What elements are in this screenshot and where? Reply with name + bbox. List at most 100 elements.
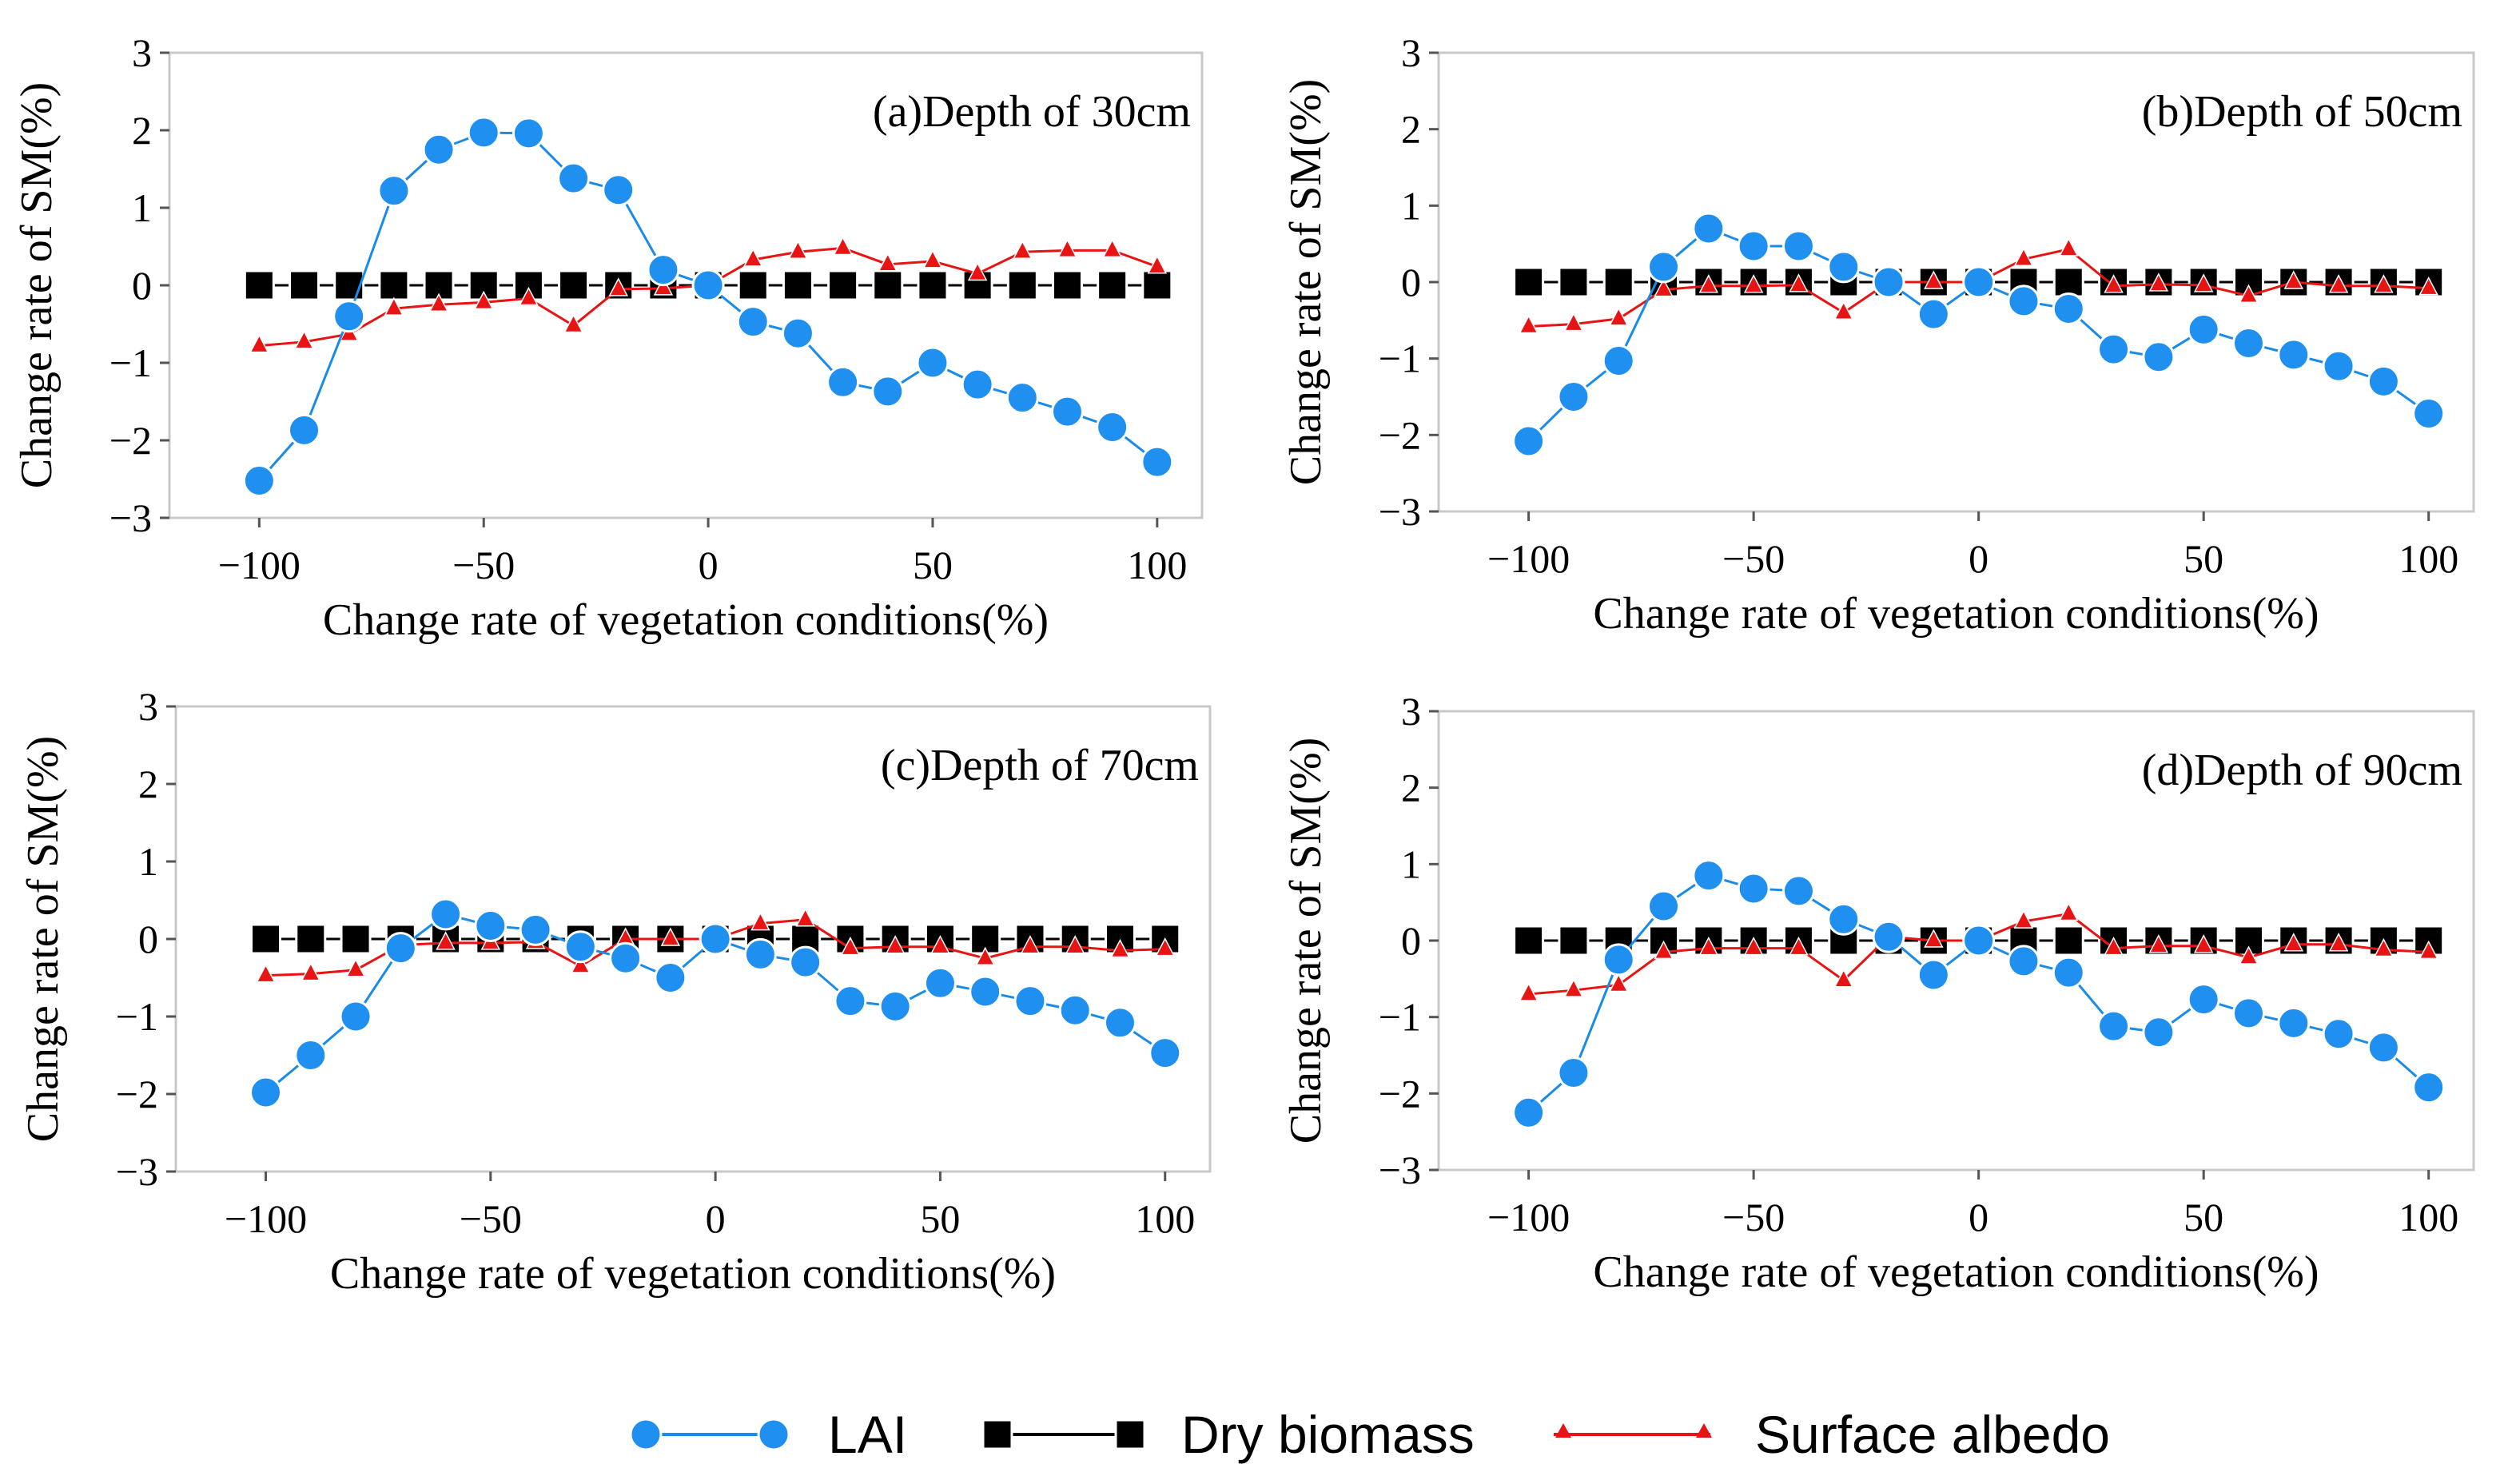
panel-b-lai-point [1647, 250, 1681, 284]
panel-a-xtick-label: 50 [913, 543, 953, 587]
panel-c-lai-point [609, 941, 643, 975]
legend-dry-biomass-marker-left [981, 1418, 1013, 1450]
panel-d-dry-biomass-point [1513, 925, 1545, 957]
panel-b-xtick-label: 100 [2398, 536, 2458, 581]
panel-b-lai-point [1781, 229, 1815, 263]
legend-lai-marker-left [629, 1418, 663, 1451]
panel-a-lai-point [332, 300, 366, 333]
panel-b-lai-point [1872, 265, 1905, 299]
panel-c-lai-point [789, 945, 822, 979]
panel-a: 3 2 1 0 −1 −2 −3 −100 −50 0 50 100 Change rate of ve… [12, 30, 1204, 645]
panel-b-dry-biomass-point [1558, 266, 1590, 298]
panel-a-dry-biomass-point [1051, 269, 1083, 301]
panel-d-surface-albedo-point [2239, 945, 2259, 965]
panel-a-lai-point [871, 375, 905, 408]
panel-a-surface-albedo-point [967, 261, 988, 281]
panel-a-surface-albedo-point [1057, 238, 1077, 258]
panel-b-surface-albedo-point [1563, 312, 1584, 332]
panel-a-lai-point [1141, 445, 1174, 479]
panel-c-ytick-label: −1 [116, 994, 158, 1039]
panel-a-lai-point [916, 346, 949, 380]
panel-d-lai-point [1781, 874, 1815, 908]
panel-a-ytick-label: −2 [109, 418, 152, 463]
panel-b-lai-point [2231, 327, 2265, 360]
panel-b-surface-albedo-point [1654, 277, 1674, 297]
panel-d-surface-albedo-point [2328, 933, 2349, 952]
panel-c-surface-albedo-point [1155, 937, 1175, 957]
panel-b-lai-point [2277, 338, 2311, 372]
panel-d-surface-albedo-point [2104, 936, 2124, 956]
panel-d-surface-albedo-point [1654, 940, 1674, 960]
panel-d-xlabel: Change rate of vegetation conditions(%) [1593, 1247, 2319, 1297]
panel-c-dry-biomass-point [969, 923, 1001, 955]
panel-c-lai-point [699, 922, 732, 956]
panel-d-lai-point [2412, 1071, 2446, 1104]
panel-a-dry-biomass-point [289, 269, 320, 301]
panel-a-dry-biomass-point [827, 269, 859, 301]
panel-c-lai-point [429, 897, 463, 931]
panel-b-surface-albedo-point [1608, 307, 1629, 326]
panel-a-surface-albedo-point [294, 330, 314, 349]
panel-c-surface-albedo-point [840, 937, 861, 956]
panel-a-surface-albedo-point [384, 296, 404, 316]
panel-d-lai-point [1647, 889, 1681, 923]
panel-b-xlabel: Change rate of vegetation conditions(%) [1593, 589, 2319, 639]
panel-a-xlabel: Change rate of vegetation conditions(%) [323, 595, 1049, 645]
panel-b-lai-point [1827, 250, 1861, 284]
panel-a-surface-albedo-point [608, 277, 628, 296]
panel-d-xtick-label: 100 [2398, 1195, 2458, 1239]
panel-d-lai-point [2097, 1009, 2131, 1043]
panel-c-dry-biomass-point [250, 923, 282, 955]
panel-b-lai-point [2097, 332, 2131, 366]
panel-c-surface-albedo-point [301, 962, 321, 981]
panel-b-ytick-label: −1 [1379, 336, 1421, 381]
panel-a-xtick-label: −100 [218, 543, 301, 587]
panel-a-lai-point [781, 316, 814, 350]
panel-c-lai-point [294, 1039, 328, 1072]
panel-c-surface-albedo-point [1020, 935, 1041, 954]
panel-a-lai-point [647, 253, 680, 287]
panel-b-surface-albedo-point [2013, 247, 2034, 267]
panel-d-surface-albedo-point [2193, 934, 2214, 953]
panel-b-surface-albedo-point [1519, 314, 1539, 334]
panel-b-surface-albedo-point [2328, 274, 2349, 293]
panel-a-ytick-label: 0 [132, 263, 152, 308]
panel-b-surface-albedo-point [2239, 284, 2259, 303]
panel-a-ytick-label: −3 [109, 495, 152, 540]
panel-c-lai-point [519, 913, 552, 946]
panel-c-surface-albedo-point [975, 946, 995, 965]
panel-d-ytick-label: 1 [1401, 841, 1421, 886]
panel-a-dry-biomass-point [558, 269, 590, 301]
panel-c-xtick-label: 0 [706, 1196, 726, 1241]
panel-b-dry-biomass-point [1513, 266, 1545, 298]
panel-a-dry-biomass-point [1097, 269, 1129, 301]
panel-c-lai-point [474, 909, 508, 943]
panel-a-surface-albedo-point [428, 292, 449, 312]
panel-b-xtick-label: −50 [1722, 536, 1785, 581]
panel-b-ytick-label: 2 [1401, 107, 1421, 152]
legend-label-surface-albedo: Surface albedo [1755, 1405, 2110, 1464]
panel-b-surface-albedo-point [1698, 274, 1719, 293]
panel-a-dry-biomass-point [1006, 269, 1038, 301]
panel-b-dry-biomass-point [2052, 266, 2084, 298]
panel-a-lai-point [1050, 395, 1084, 428]
panel-b-xtick-label: −100 [1487, 536, 1570, 581]
panel-b-surface-albedo-point [1833, 300, 1853, 320]
panel-a-lai-point [602, 173, 635, 207]
panel-a-lai-point [1096, 411, 1129, 444]
panel-c-lai-point [384, 932, 417, 965]
panel-b-xtick-label: 50 [2184, 536, 2223, 581]
panel-d-lai-point [1872, 920, 1905, 953]
panel-a-surface-albedo-point [249, 334, 269, 353]
panel-a-xtick-label: −50 [452, 543, 515, 587]
panel-d-lai-point [1737, 872, 1770, 905]
panel-a-lai-point [377, 174, 411, 208]
panel-b-surface-albedo-point [1743, 274, 1764, 293]
panel-a-surface-albedo-point [878, 253, 898, 272]
panel-d-ytick-label: 0 [1401, 918, 1421, 963]
panel-b-lai-point [1557, 380, 1590, 413]
panel-b-surface-albedo-point [2283, 270, 2304, 289]
panel-d-ytick-label: −3 [1379, 1148, 1421, 1192]
panel-d-ytick-label: 2 [1401, 766, 1421, 810]
